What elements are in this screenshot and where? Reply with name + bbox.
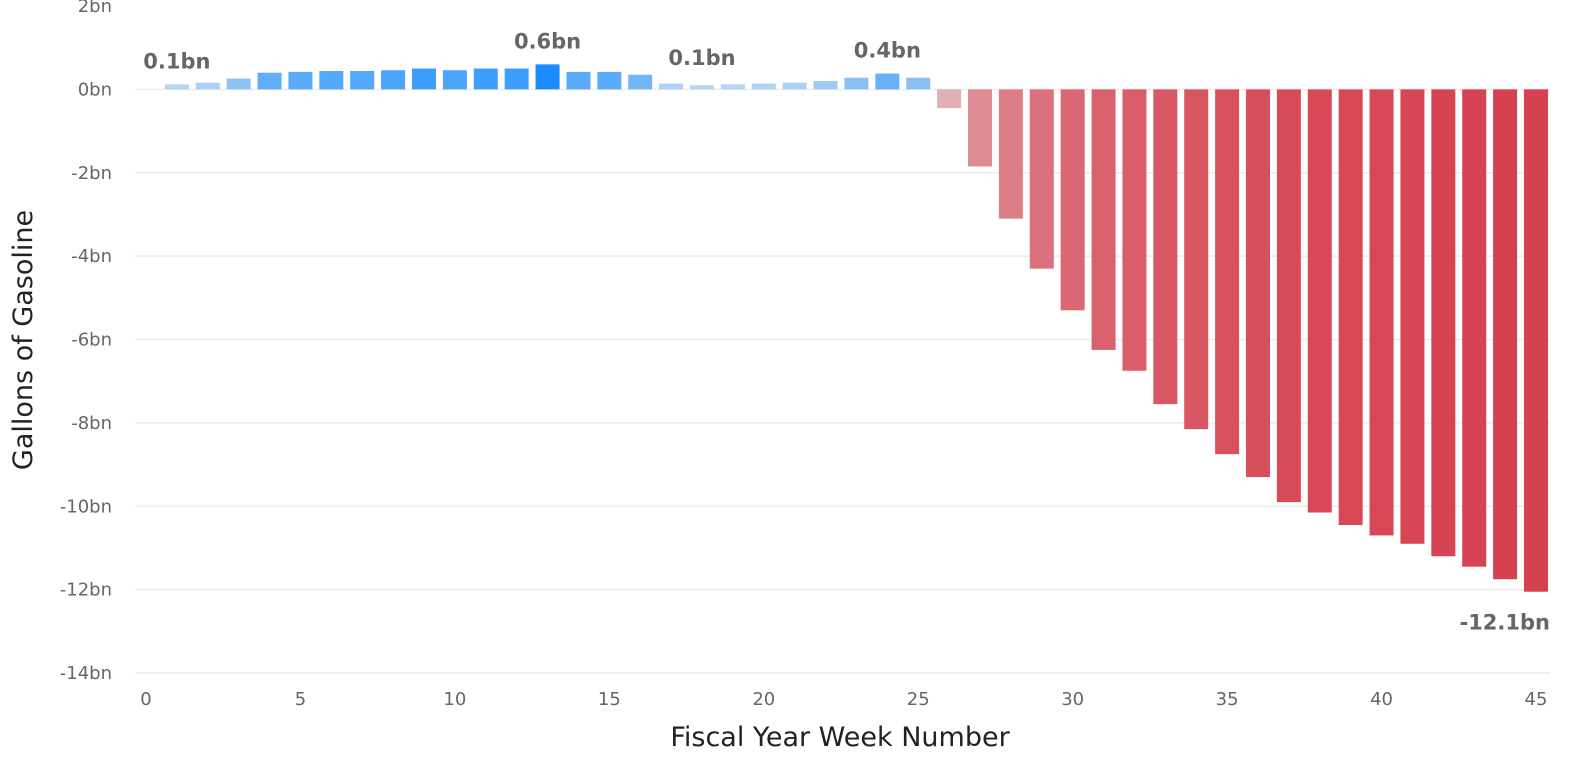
bar [1276, 89, 1301, 503]
bar [1493, 89, 1518, 580]
bar [937, 89, 962, 109]
bar [195, 82, 220, 90]
bar [1369, 89, 1394, 536]
bar [288, 71, 313, 90]
bar [1307, 89, 1332, 513]
bar [1246, 89, 1270, 478]
bar [226, 78, 251, 90]
bar [1029, 89, 1054, 269]
bar [597, 71, 622, 90]
bar [257, 72, 282, 90]
bar [1091, 89, 1116, 350]
bar [1153, 89, 1178, 405]
y-tick-label: -10bn [60, 496, 112, 517]
bar [998, 89, 1023, 219]
x-axis-title: Fiscal Year Week Number [670, 722, 1010, 753]
bar [1338, 89, 1363, 526]
bar [381, 70, 406, 90]
bar [844, 77, 869, 90]
bar [442, 70, 467, 90]
bar [751, 83, 776, 90]
bar [1060, 89, 1085, 311]
y-tick-label: -14bn [60, 663, 112, 684]
bar [1400, 89, 1425, 544]
y-axis-title: Gallons of Gasoline [8, 210, 39, 470]
bar [412, 68, 436, 90]
bar [875, 73, 900, 90]
bar [906, 77, 931, 90]
y-tick-label: -12bn [60, 580, 112, 601]
bar [720, 84, 745, 90]
x-tick-label: 10 [443, 689, 466, 710]
bar [473, 68, 498, 90]
bar [659, 83, 684, 90]
y-tick-label: -8bn [71, 413, 112, 434]
bar [504, 68, 529, 90]
data-label: 0.4bn [854, 39, 921, 63]
data-label: 0.1bn [143, 49, 210, 73]
bar [1431, 89, 1456, 557]
bar [968, 89, 992, 167]
x-axis-ticks: 0 5 10 15 20 25 30 35 40 45 [140, 689, 1547, 710]
bars [164, 64, 1548, 592]
bar [535, 64, 560, 90]
y-axis-ticks: 2bn 0bn -2bn -4bn -6bn -8bn -10bn -12bn -14bn [60, 0, 112, 684]
x-tick-label: 15 [598, 689, 621, 710]
data-label: 0.1bn [668, 46, 735, 70]
data-labels: 0.1bn 0.6bn 0.1bn 0.4bn -12.1bn [143, 29, 1550, 634]
bar [319, 71, 344, 90]
x-tick-label: 30 [1061, 689, 1084, 710]
y-tick-label: -4bn [71, 246, 112, 267]
y-tick-label: -6bn [71, 330, 112, 351]
x-tick-label: 40 [1370, 689, 1393, 710]
y-tick-label: -2bn [71, 163, 112, 184]
data-label: 0.6bn [514, 29, 581, 53]
x-tick-label: 0 [140, 689, 151, 710]
data-label: -12.1bn [1459, 611, 1550, 635]
bar [164, 84, 189, 90]
bar [1122, 89, 1147, 371]
x-tick-label: 20 [752, 689, 775, 710]
bar [350, 71, 375, 90]
bar [1462, 89, 1487, 567]
bar [1184, 89, 1209, 430]
bar [1215, 89, 1240, 455]
bar [1524, 89, 1548, 592]
x-tick-label: 35 [1216, 689, 1239, 710]
gridlines [135, 88, 1550, 674]
x-tick-label: 5 [295, 689, 306, 710]
bar [782, 82, 807, 90]
bar [813, 81, 838, 90]
y-tick-label: 0bn [78, 79, 112, 100]
x-tick-label: 45 [1525, 689, 1548, 710]
x-tick-label: 25 [907, 689, 930, 710]
bar [628, 74, 653, 90]
bar [566, 71, 591, 90]
bar [690, 85, 714, 90]
y-tick-label: 2bn [78, 0, 112, 17]
